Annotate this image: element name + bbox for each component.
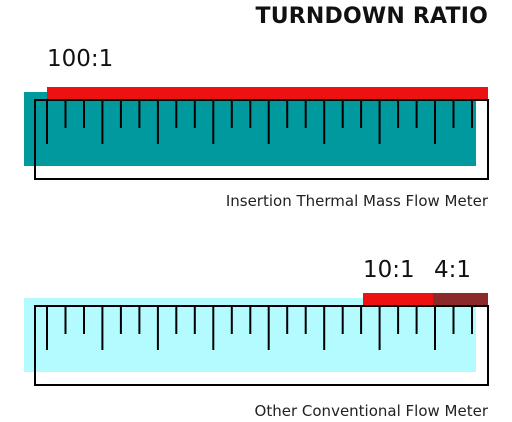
conventional-meter-gauge — [24, 293, 489, 386]
conventional-meter-turndown-bar-10-1 — [363, 293, 433, 306]
insertion-meter-caption: Insertion Thermal Mass Flow Meter — [225, 192, 488, 210]
insertion-meter-ticks — [46, 100, 473, 144]
conventional-meter-caption: Other Conventional Flow Meter — [254, 402, 488, 420]
page-title: TURNDOWN RATIO — [255, 4, 488, 29]
conventional-meter-ticks — [46, 306, 473, 350]
ratio-label-4-1: 4:1 — [434, 257, 472, 283]
ratio-label-100-1: 100:1 — [47, 46, 114, 72]
insertion-meter-ruler-frame — [34, 99, 489, 180]
conventional-meter-turndown-bar-4-1 — [433, 293, 488, 306]
insertion-meter-turndown-bar — [47, 87, 488, 100]
ratio-label-10-1: 10:1 — [363, 257, 415, 283]
conventional-meter-ruler-frame — [34, 305, 489, 386]
insertion-meter-gauge — [24, 87, 489, 180]
